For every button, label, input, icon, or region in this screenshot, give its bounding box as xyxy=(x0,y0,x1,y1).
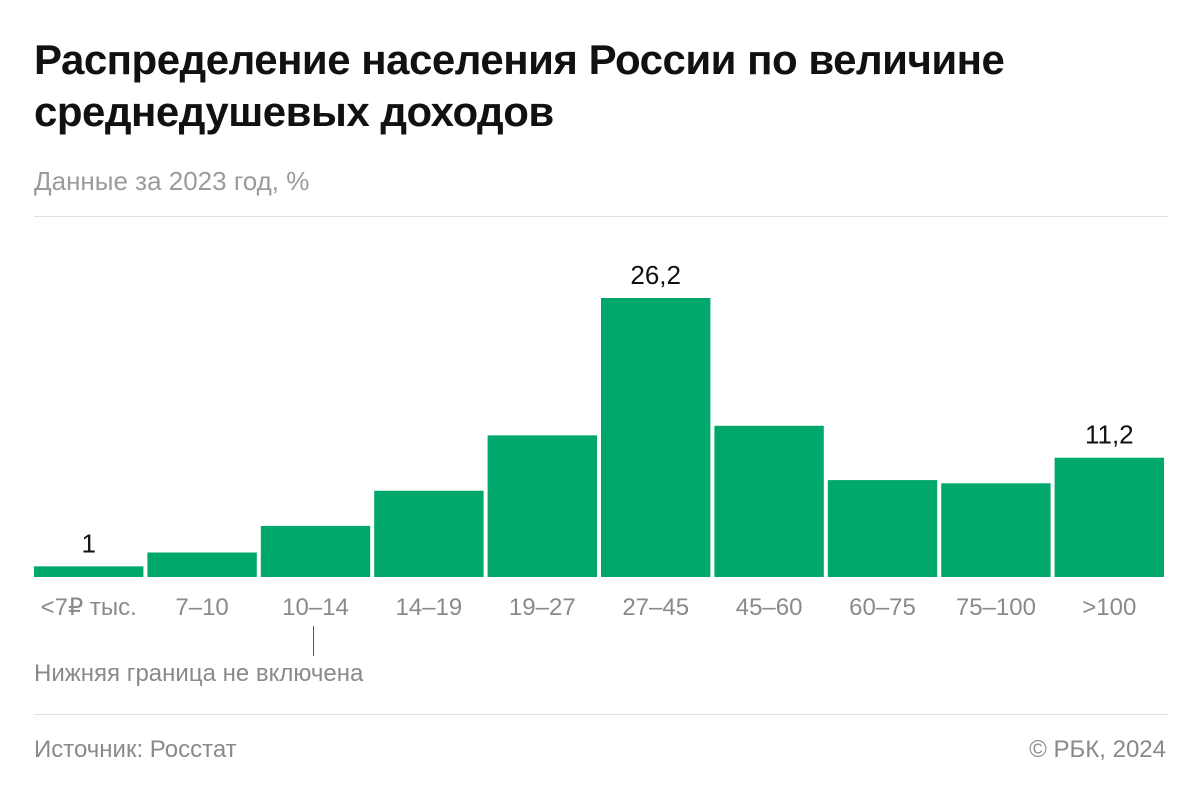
annotation-note: Нижняя граница не включена xyxy=(34,660,364,687)
bar-4 xyxy=(374,490,484,577)
top-divider xyxy=(34,216,1168,217)
x-tick-label-2: 7–10 xyxy=(175,594,228,621)
bar-6 xyxy=(601,298,711,577)
x-tick-label-4: 14–19 xyxy=(396,594,463,621)
bar-5 xyxy=(487,435,597,577)
bar-2 xyxy=(147,552,257,577)
bar-7 xyxy=(714,425,824,577)
bottom-divider xyxy=(34,714,1168,715)
data-label-6: 26,2 xyxy=(630,260,681,290)
bar-8 xyxy=(827,480,938,577)
x-tick-label-10: >100 xyxy=(1082,594,1136,621)
annotation-pointer xyxy=(313,626,314,656)
bar-chart: 1 <7₽ тыс. 7–10 10–14 14–19 19–27 26,2 27–45 45–… xyxy=(34,260,1164,621)
bar-10 xyxy=(1054,457,1164,577)
x-tick-label-6: 27–45 xyxy=(622,594,689,621)
x-tick-label-8: 60–75 xyxy=(849,594,916,621)
bar-3 xyxy=(260,525,371,577)
x-tick-label-3: 10–14 xyxy=(282,594,349,621)
x-tick-label-5: 19–27 xyxy=(509,594,576,621)
chart-subtitle: Данные за 2023 год, % xyxy=(34,166,310,196)
x-tick-label-7: 45–60 xyxy=(736,594,803,621)
chart-title: Распределение населения России по величи… xyxy=(34,36,1005,135)
source-note: Источник: Росстат xyxy=(34,736,237,763)
data-label-1: 1 xyxy=(81,528,95,558)
x-tick-label-9: 75–100 xyxy=(956,594,1036,621)
data-label-10: 11,2 xyxy=(1085,420,1134,450)
bar-9 xyxy=(941,483,1051,577)
bar-1 xyxy=(34,566,144,577)
x-tick-label-1: <7₽ тыс. xyxy=(41,594,137,621)
copyright-note: © РБК, 2024 xyxy=(1029,736,1166,763)
